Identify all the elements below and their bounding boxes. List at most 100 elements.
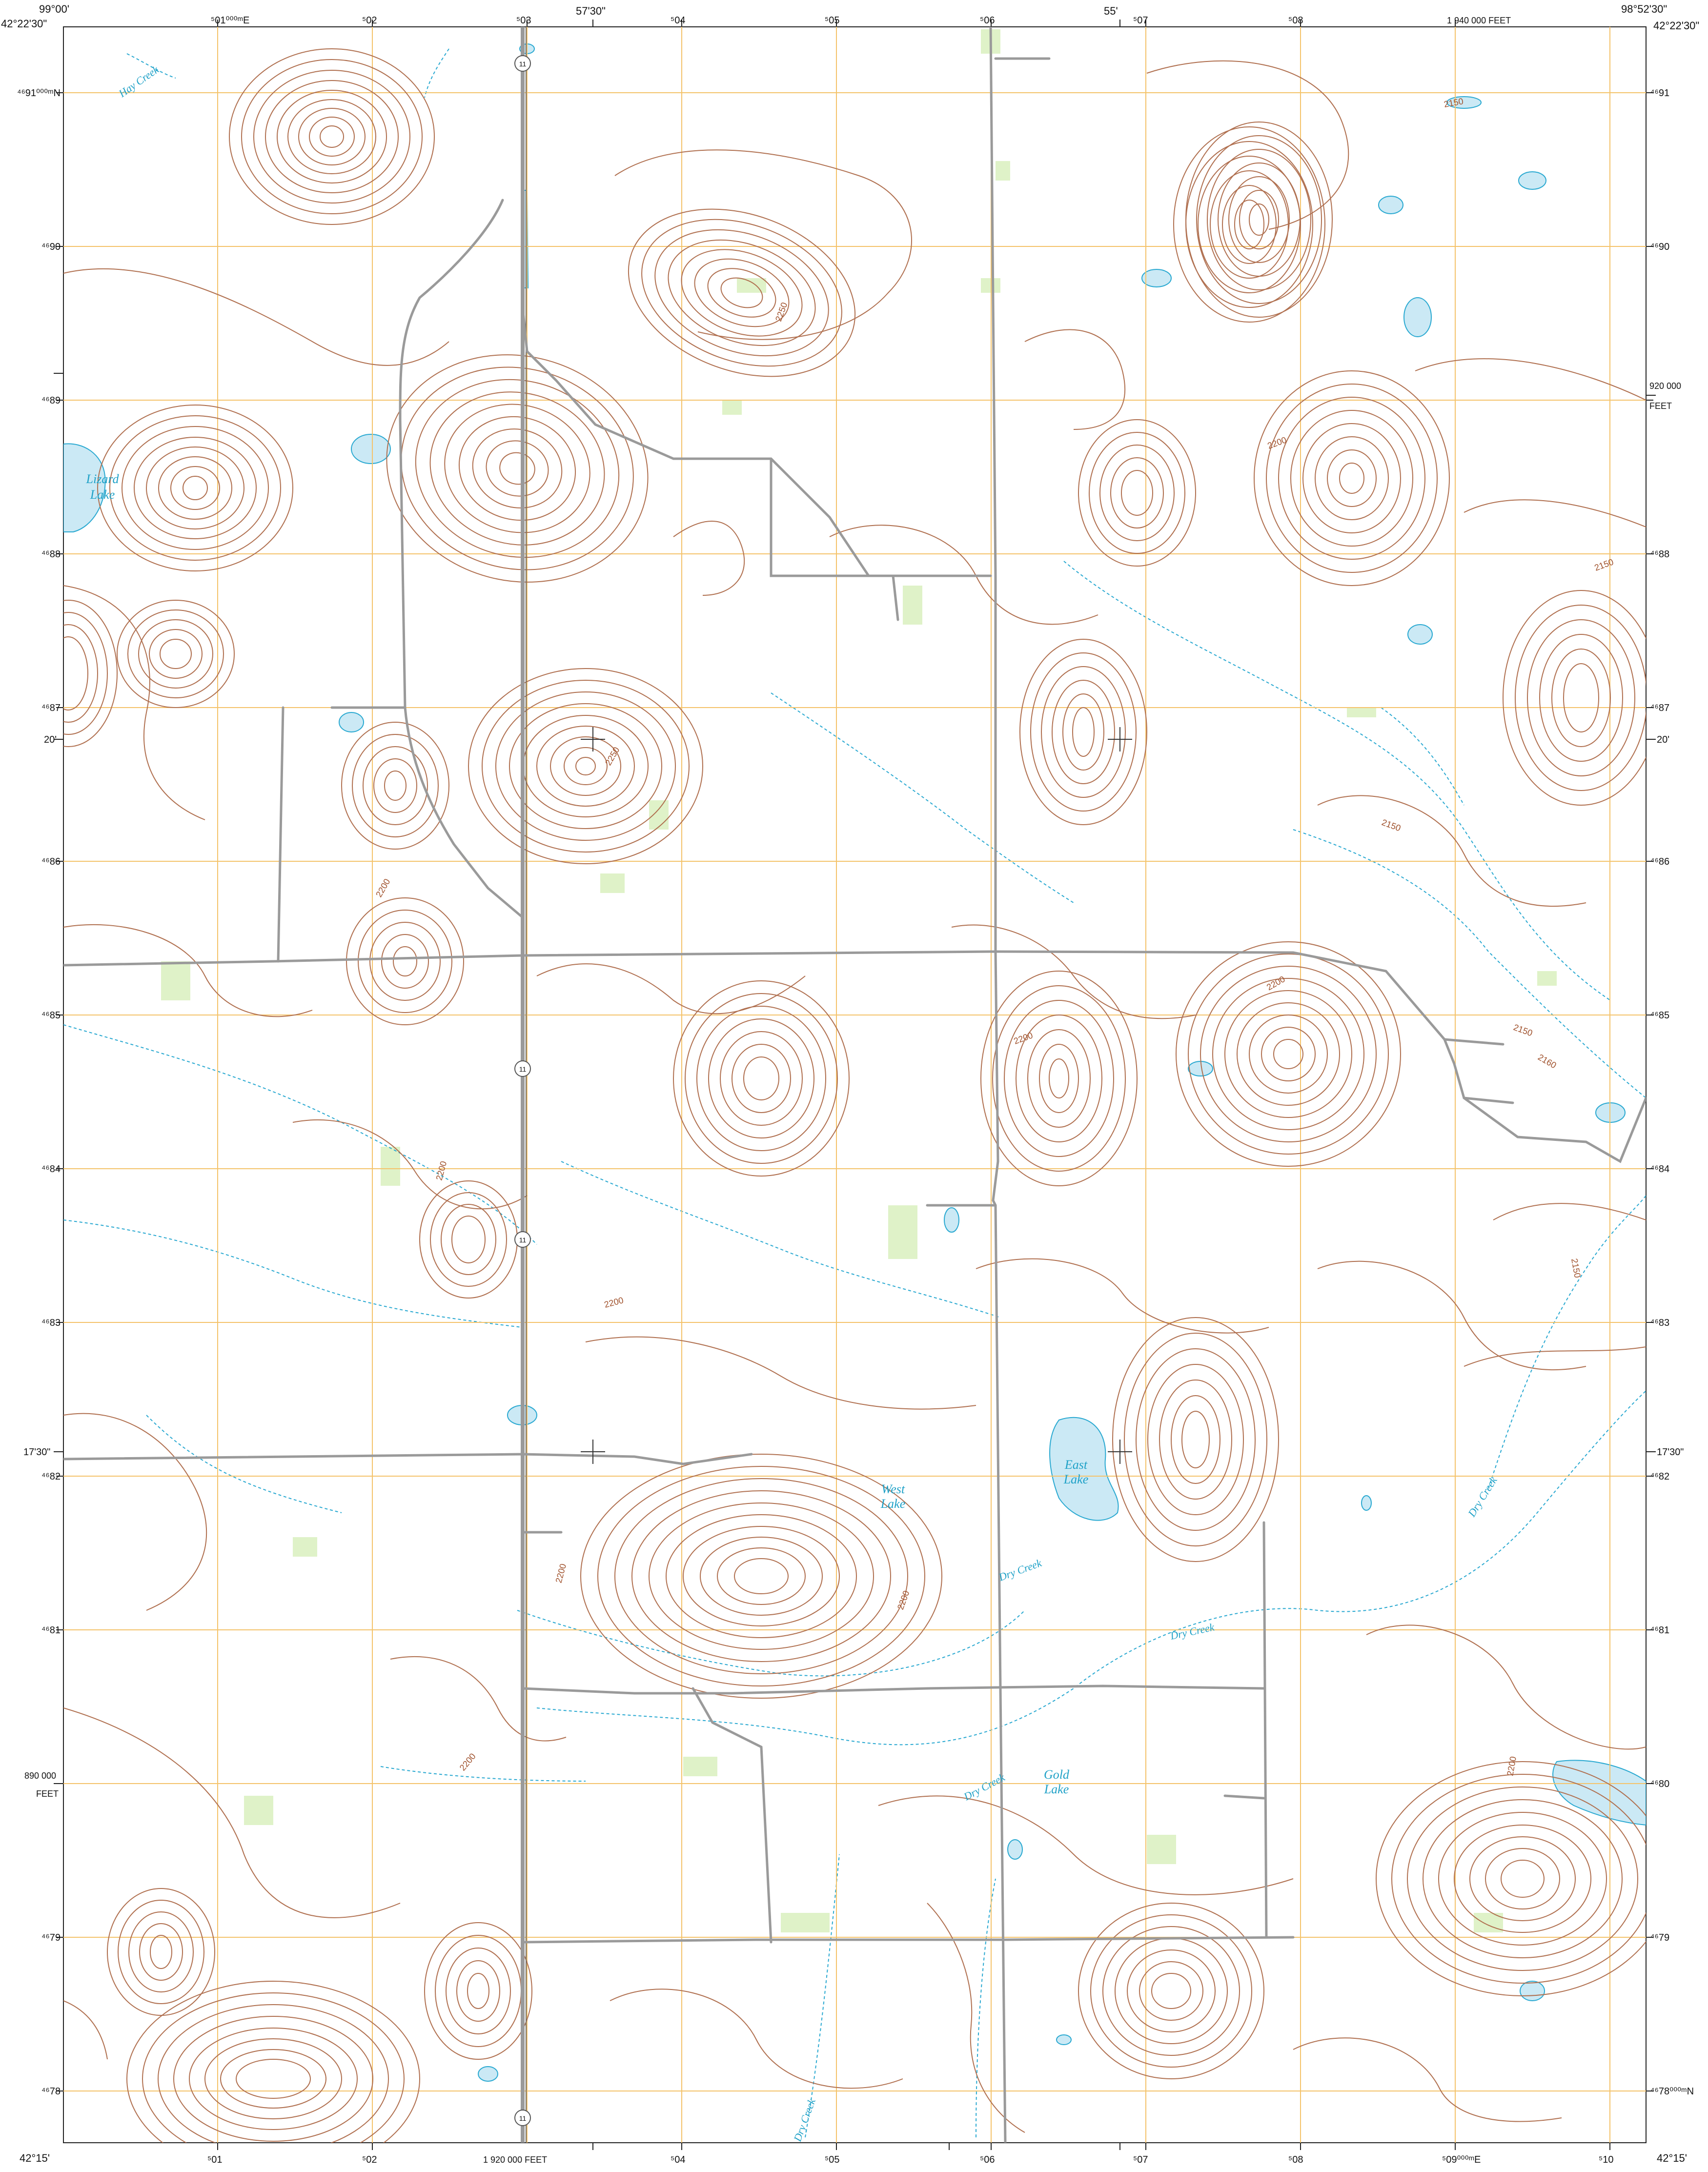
utm-grid <box>63 27 1646 2143</box>
west-lake-label-1: West <box>881 1482 905 1496</box>
top-left-lat: 42°22'30" <box>1 18 47 30</box>
svg-text:⁴⁶83: ⁴⁶83 <box>1650 1318 1669 1328</box>
svg-text:⁵08: ⁵08 <box>1288 2154 1303 2165</box>
lat-1730-right: 17'30" <box>1657 1447 1684 1458</box>
top-mid-lon: 57'30" <box>576 5 606 17</box>
svg-text:⁴⁶91⁰⁰⁰ᵐN: ⁴⁶91⁰⁰⁰ᵐN <box>17 88 61 99</box>
svg-text:⁵05: ⁵05 <box>825 2154 840 2165</box>
svg-text:⁴⁶90: ⁴⁶90 <box>1650 242 1669 252</box>
gold-lake-pond <box>1552 1760 1646 1826</box>
feet-890-unit: FEET <box>36 1789 59 1799</box>
svg-text:⁴⁶81: ⁴⁶81 <box>1650 1625 1669 1636</box>
collar-bottom: 42°15' ⁵01 ⁵02 1 920 000 FEET ⁵04 ⁵05 ⁵0… <box>20 2152 1687 2165</box>
svg-text:⁵09⁰⁰⁰ᵐE: ⁵09⁰⁰⁰ᵐE <box>1442 2154 1481 2165</box>
svg-text:⁴⁶79: ⁴⁶79 <box>1650 1932 1669 1943</box>
svg-text:⁴⁶83: ⁴⁶83 <box>41 1318 61 1328</box>
collar-right: ⁴⁶91 ⁴⁶90 920 000 FEET ⁴⁶88 ⁴⁶87 20' ⁴⁶8… <box>1649 88 1694 2097</box>
contour-hill-c5 <box>1112 1317 1279 1562</box>
svg-text:⁴⁶78⁰⁰⁰ᵐN: ⁴⁶78⁰⁰⁰ᵐN <box>1650 2086 1694 2097</box>
svg-text:⁵02: ⁵02 <box>362 15 377 26</box>
lat-20-left: 20' <box>44 734 57 745</box>
west-lake-label-2: Lake <box>880 1497 906 1511</box>
east-lake-label-1: East <box>1064 1458 1088 1472</box>
contour-hill-sw1 <box>107 1888 215 2016</box>
streams <box>63 48 1646 2138</box>
route-shield: 11 <box>514 2110 531 2126</box>
contour-hill-ne-x <box>1173 126 1325 323</box>
vegetation-areas <box>161 29 1557 1932</box>
svg-text:⁵07: ⁵07 <box>1133 15 1148 26</box>
lizard-lake-label-1: Lizard <box>86 472 120 486</box>
svg-text:11: 11 <box>519 60 527 68</box>
contour-hill-c2 <box>341 722 449 850</box>
route-shield: 11 <box>514 55 531 72</box>
svg-text:⁵06: ⁵06 <box>980 15 995 26</box>
top-right-lat: 42°22'30" <box>1653 20 1699 32</box>
contour-hill-w3 <box>346 897 464 1025</box>
svg-text:11: 11 <box>519 1065 527 1073</box>
contour-hill-w1 <box>97 405 293 571</box>
svg-text:⁴⁶85: ⁴⁶85 <box>41 1010 61 1021</box>
survey-crosses <box>581 727 1132 1464</box>
contour-hill-ec2 <box>1019 639 1147 825</box>
svg-text:⁵04: ⁵04 <box>671 15 686 26</box>
svg-text:⁴⁶86: ⁴⁶86 <box>1650 856 1669 867</box>
contour-hill-s1 <box>580 1454 942 1699</box>
svg-text:⁴⁶89: ⁴⁶89 <box>41 395 61 406</box>
svg-text:⁴⁶88: ⁴⁶88 <box>1650 549 1669 560</box>
top-right-lon: 98°52'30" <box>1621 3 1667 15</box>
svg-text:⁵04: ⁵04 <box>671 2154 686 2165</box>
svg-text:⁵02: ⁵02 <box>362 2154 377 2165</box>
collar-top: 99°00' 42°22'30" ⁵01⁰⁰⁰ᵐE ⁵02 ⁵03 57'30"… <box>1 3 1699 32</box>
svg-text:⁴⁶81: ⁴⁶81 <box>41 1625 61 1636</box>
svg-text:⁴⁶80: ⁴⁶80 <box>1650 1779 1669 1789</box>
bottom-left-lat: 42°15' <box>20 2152 50 2164</box>
svg-text:⁴⁶87: ⁴⁶87 <box>41 703 61 713</box>
svg-text:⁴⁶84: ⁴⁶84 <box>1650 1164 1669 1175</box>
contour-hill-se <box>1376 1761 1646 1996</box>
svg-text:⁴⁶90: ⁴⁶90 <box>41 242 61 252</box>
dry-creek-stream <box>536 1390 1646 1746</box>
svg-text:⁵07: ⁵07 <box>1133 2154 1148 2165</box>
svg-text:⁵03: ⁵03 <box>516 15 531 26</box>
gold-lake-label-1: Gold <box>1044 1767 1070 1782</box>
svg-text:⁴⁶91: ⁴⁶91 <box>1650 88 1669 99</box>
svg-text:⁵01⁰⁰⁰ᵐE: ⁵01⁰⁰⁰ᵐE <box>211 15 249 26</box>
contour-hill-edge-w <box>63 600 118 747</box>
svg-text:⁵08: ⁵08 <box>1288 15 1303 26</box>
contour-hill-nc <box>628 208 856 377</box>
bottom-right-lat: 42°15' <box>1657 2152 1687 2164</box>
contour-hill-c4 <box>980 971 1138 1186</box>
feet-top: 1 940 000 FEET <box>1447 16 1511 25</box>
svg-text:⁴⁶79: ⁴⁶79 <box>41 1932 61 1943</box>
collar-left: ⁴⁶91⁰⁰⁰ᵐN ⁴⁶90 ⁴⁶89 ⁴⁶88 ⁴⁶87 20' ⁴⁶86 ⁴… <box>17 88 61 2097</box>
svg-text:⁵01: ⁵01 <box>207 2154 223 2165</box>
svg-text:⁴⁶82: ⁴⁶82 <box>1650 1471 1669 1482</box>
lizard-lake <box>63 443 106 532</box>
svg-text:⁴⁶78: ⁴⁶78 <box>41 2086 61 2097</box>
feet-bottom: 1 920 000 FEET <box>483 2155 547 2165</box>
top-left-lon: 99°00' <box>39 3 69 15</box>
feet-890: 890 000 <box>24 1771 56 1781</box>
contour-hill-route <box>386 354 649 583</box>
route-shield: 11 <box>514 1060 531 1077</box>
svg-text:⁴⁶84: ⁴⁶84 <box>41 1164 61 1175</box>
svg-text:⁵05: ⁵05 <box>825 15 840 26</box>
lizard-lake-label-2: Lake <box>90 487 115 502</box>
route-shields: 11 11 11 11 <box>514 55 531 2126</box>
contour-hill-sw2 <box>126 1981 420 2143</box>
svg-text:⁴⁶82: ⁴⁶82 <box>41 1471 61 1482</box>
contour-hill-ec1 <box>1078 419 1196 567</box>
svg-text:⁴⁶88: ⁴⁶88 <box>41 549 61 560</box>
lat-20-right: 20' <box>1657 734 1669 745</box>
contour-hill-ne2 <box>1254 370 1450 586</box>
contour-hill-c3 <box>673 980 850 1177</box>
svg-text:11: 11 <box>519 2114 527 2122</box>
feet-920: 920 000 <box>1649 381 1681 391</box>
svg-text:11: 11 <box>519 1236 527 1244</box>
svg-text:⁵10: ⁵10 <box>1599 2154 1614 2165</box>
top-55: 55' <box>1104 5 1118 17</box>
svg-text:⁵06: ⁵06 <box>980 2154 995 2165</box>
gold-lake-label-2: Lake <box>1044 1782 1069 1796</box>
